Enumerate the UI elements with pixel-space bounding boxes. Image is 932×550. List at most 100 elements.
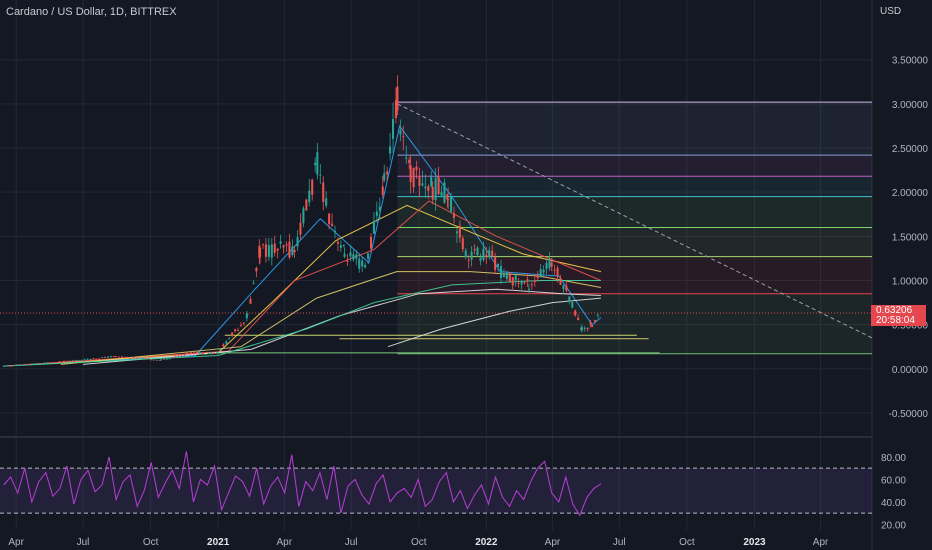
candle-body [586, 327, 589, 329]
candle-body [517, 283, 520, 284]
candle-body [58, 361, 61, 363]
candle-body [83, 359, 86, 360]
candle-body [104, 356, 107, 358]
candle-body [508, 272, 511, 282]
candle-body [494, 257, 497, 270]
candle-body [343, 253, 346, 257]
candle-body [216, 352, 219, 354]
candle-body [408, 159, 411, 164]
candle-body [548, 258, 551, 268]
candle-body [71, 360, 74, 362]
candle-body [52, 362, 55, 364]
candle-body [402, 136, 405, 137]
candle-body [394, 100, 397, 119]
candle-body [183, 354, 186, 356]
candle-body [333, 230, 337, 233]
symbol-title[interactable]: Cardano / US Dollar, 1D, BITTREX [6, 6, 177, 18]
candle-body [299, 222, 302, 235]
candle-body [201, 352, 204, 354]
candle-body [562, 285, 565, 290]
candle-body [461, 238, 464, 250]
candle-body [485, 254, 488, 258]
candle-body [282, 245, 285, 248]
candle-body [126, 357, 129, 358]
time-tick-label: Apr [8, 537, 24, 548]
candle-body [5, 365, 8, 367]
candle-body [112, 356, 115, 357]
candle-body [319, 175, 322, 177]
candle-body [168, 358, 171, 360]
candle-body [381, 186, 384, 195]
candle-body [162, 358, 165, 360]
candle-body [364, 264, 367, 268]
candle-body [8, 365, 11, 367]
candle-body [308, 190, 311, 203]
candle-body [43, 362, 46, 364]
candle-body [545, 262, 548, 270]
candle-body [267, 245, 270, 258]
candle-body [192, 352, 195, 354]
time-tick-label: Jul [345, 537, 358, 548]
last-price: 0.63206 [876, 305, 913, 316]
candle-body [591, 325, 594, 327]
fib-zone [397, 293, 872, 354]
candle-body [571, 301, 574, 308]
candle-body [259, 247, 262, 258]
candle-body [219, 349, 222, 351]
candle-body [316, 152, 319, 175]
candle-body [440, 192, 443, 196]
last-price-tag: 0.63206 20:58:04 [871, 305, 926, 326]
candle-body [415, 166, 418, 171]
candle-body [311, 179, 314, 195]
candle-body [375, 211, 378, 216]
price-tick-label: 0.00000 [892, 365, 929, 376]
candle-body [352, 254, 355, 260]
candle-body [115, 356, 118, 357]
candle-body [144, 358, 147, 359]
candle-body [553, 269, 556, 271]
fib-zone [397, 102, 872, 156]
time-tick-label: Apr [277, 537, 293, 548]
candle-body [443, 182, 446, 203]
candle-body [26, 364, 29, 366]
moving-average-line [3, 124, 602, 367]
candle-body [464, 250, 467, 258]
price-tick-label: -0.50000 [889, 409, 929, 420]
candle-body [109, 356, 112, 358]
candle-body [596, 314, 600, 316]
candle-body [92, 358, 95, 360]
candle-body [180, 354, 183, 356]
rsi-tick-label: 40.00 [881, 498, 906, 509]
candle-body [2, 365, 5, 367]
candle-body [458, 225, 461, 238]
candle-body [583, 328, 586, 330]
candle-body [132, 357, 135, 359]
candle-body [497, 263, 500, 267]
candle-body [222, 344, 225, 347]
candle-body [246, 314, 249, 316]
candle-body [511, 277, 514, 286]
candle-body [339, 245, 342, 248]
fib-zone [397, 196, 872, 228]
candle-body [502, 273, 505, 278]
candle-body [514, 274, 517, 281]
price-tick-label: 0.50000 [892, 321, 929, 332]
candle-body [314, 162, 317, 166]
rsi-tick-label: 80.00 [881, 453, 906, 464]
candle-body [29, 363, 32, 365]
candle-body [530, 284, 533, 286]
candle-body [189, 352, 193, 354]
candle-body [204, 353, 207, 355]
candle-body [520, 281, 523, 285]
candle-body [296, 237, 299, 247]
candle-body [49, 362, 52, 364]
candle-body [228, 338, 231, 340]
moving-average-line [3, 280, 601, 367]
time-tick-label: Jul [77, 537, 90, 548]
candle-body [467, 259, 470, 261]
candle-body [86, 358, 89, 360]
candle-body [424, 186, 427, 189]
candle-body [349, 252, 352, 257]
candle-body [98, 358, 101, 360]
